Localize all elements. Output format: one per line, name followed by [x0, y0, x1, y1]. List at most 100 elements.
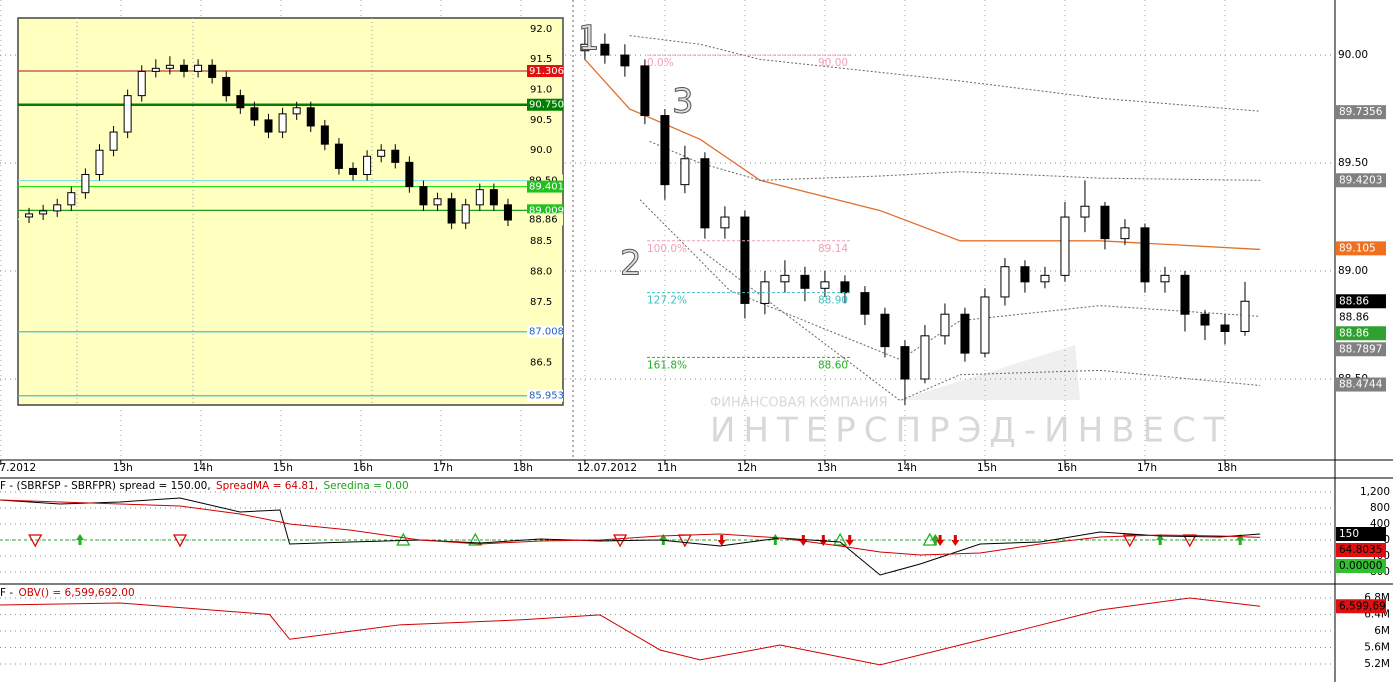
buy-arrow	[771, 534, 780, 545]
level-label: 87.008	[529, 327, 564, 338]
price-box-label: 6,599,69	[1339, 600, 1386, 612]
up-triangle	[468, 532, 483, 546]
candle-body	[194, 64, 203, 72]
sell-arrow	[936, 535, 945, 546]
buy-arrow	[76, 534, 85, 545]
price-box	[1336, 342, 1386, 357]
level-label: 85.953	[529, 391, 564, 402]
price-box	[1336, 294, 1386, 309]
wave-label: 1	[578, 19, 600, 59]
candle-body	[1120, 227, 1130, 240]
candle-body	[433, 198, 442, 206]
candle-body	[363, 155, 372, 175]
candle-body	[95, 149, 104, 175]
indicator-header: Seredina = 0.00	[320, 480, 409, 492]
candle-body	[39, 210, 48, 215]
candle-body	[980, 296, 990, 354]
wave-label: 3	[672, 82, 694, 122]
indicator-line	[649, 140, 1261, 181]
candle-body	[600, 43, 610, 56]
level-box	[527, 180, 563, 193]
y-tick-label: 90.5	[530, 115, 552, 126]
buy-arrow	[1156, 534, 1165, 545]
candle-body	[264, 119, 273, 133]
candle-body	[137, 70, 146, 97]
candle-body	[940, 313, 950, 337]
x-tick-label: 17h	[433, 462, 453, 474]
y-tick-label: 90.00	[1338, 49, 1368, 61]
price-box-label: 88.86	[1339, 295, 1369, 307]
candle-body	[222, 76, 231, 97]
indicator-line	[699, 249, 1261, 402]
price-box	[1336, 310, 1386, 325]
x-tick-label: 13h	[817, 462, 837, 474]
watermark: ФИНАНСОВАЯ КОМПАНИЯ	[710, 396, 888, 411]
candle-body	[250, 107, 259, 121]
level-label: 90.750	[529, 100, 564, 111]
candle-body	[165, 64, 174, 69]
candle-body	[660, 115, 670, 186]
x-tick-label: 14h	[897, 462, 917, 474]
price-box-label: 0.00000	[1339, 560, 1382, 572]
y-tick-label: 5.6M	[1364, 642, 1390, 654]
candle-body	[25, 213, 34, 218]
price-box	[1336, 105, 1386, 120]
indicator-header: SpreadMA = 64.81,	[216, 480, 318, 492]
candle-body	[320, 125, 329, 145]
up-triangle	[396, 532, 411, 546]
candle-body	[475, 189, 484, 206]
indicator-header: OBV() = 6,599,692.00	[19, 587, 135, 599]
candle-body	[461, 204, 470, 224]
sell-arrow	[717, 535, 726, 546]
x-tick-label: 15h	[273, 462, 293, 474]
y-tick-label: 6M	[1374, 625, 1390, 637]
watermark-logo	[900, 345, 1080, 400]
candle-body	[109, 131, 118, 151]
x-tick-label: 18h	[1217, 462, 1237, 474]
down-triangle	[28, 534, 43, 548]
y-tick-label: 91.5	[530, 54, 552, 65]
x-tick-label: 15h	[977, 462, 997, 474]
candle-body	[860, 292, 870, 315]
candle-body	[880, 313, 890, 348]
level-box	[527, 204, 563, 217]
candle-body	[151, 67, 160, 72]
x-tick-label: 18h	[513, 462, 533, 474]
price-box	[1336, 559, 1386, 573]
level-label: 88.86	[529, 214, 558, 225]
down-triangle	[1122, 534, 1137, 548]
fib-value: 90.00	[818, 57, 848, 69]
candle-body	[419, 186, 428, 206]
candle-body	[334, 143, 343, 169]
candle-body	[960, 313, 970, 354]
y-tick-label: 89.00	[1338, 265, 1368, 277]
indicator-line	[629, 35, 1261, 112]
fib-label: 100.0%	[647, 243, 687, 255]
y-tick-label: 5.2M	[1364, 658, 1390, 670]
candle-body	[236, 95, 245, 109]
candle-body	[1160, 274, 1170, 283]
candle-body	[720, 216, 730, 229]
x-tick-label: 14h	[193, 462, 213, 474]
candle-body	[349, 167, 358, 175]
x-tick-label: 16h	[1057, 462, 1077, 474]
buy-arrow	[659, 534, 668, 545]
price-box-label: 89.4203	[1339, 174, 1382, 186]
candle-body	[1180, 274, 1190, 315]
candle-body	[580, 43, 590, 52]
x-tick-label: 16h	[353, 462, 373, 474]
buy-arrow	[1236, 534, 1245, 545]
y-tick-label: 0	[1383, 534, 1390, 546]
candle-body	[1220, 324, 1230, 333]
price-box-label: 89.7356	[1339, 106, 1383, 118]
y-tick-label: 1,200	[1360, 486, 1390, 498]
candle-body	[1060, 216, 1070, 276]
y-tick-label: 87.5	[530, 297, 552, 308]
fib-value: 89.14	[818, 243, 848, 255]
down-triangle	[172, 534, 188, 548]
x-tick-label: 11h	[657, 462, 677, 474]
level-label: 89.009	[529, 205, 564, 216]
price-box-label: 88.86	[1339, 327, 1369, 339]
